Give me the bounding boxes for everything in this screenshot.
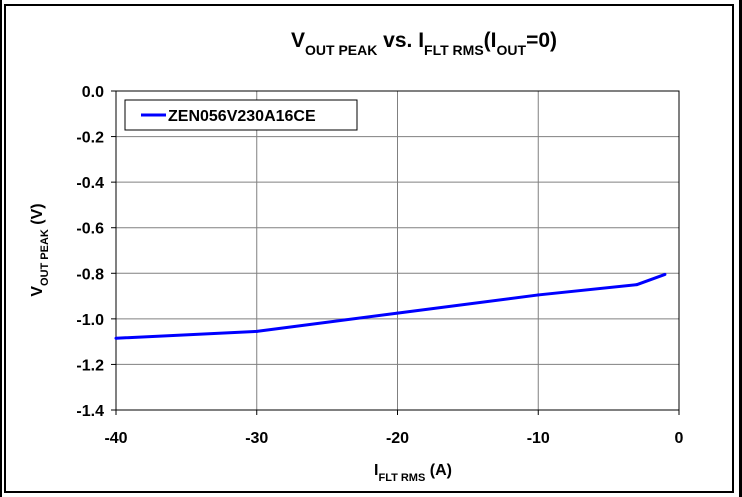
x-axis-label: IFLT RMS (A) xyxy=(374,462,452,484)
data-point xyxy=(255,329,259,333)
series-layer xyxy=(114,272,667,340)
y-tick-label: -1.4 xyxy=(76,403,104,420)
x-tick-label: 0 xyxy=(675,430,684,447)
data-point xyxy=(536,293,540,297)
data-point xyxy=(396,311,399,315)
x-tick-label: -20 xyxy=(386,430,409,447)
chart-frame xyxy=(4,4,734,493)
y-tick-label: -0.8 xyxy=(76,266,104,283)
y-tick-label: -0.2 xyxy=(76,130,104,147)
y-tick-label: -1.0 xyxy=(76,312,104,329)
data-point xyxy=(635,283,639,287)
y-tick-label: 0.0 xyxy=(82,84,104,101)
x-tick-label: -30 xyxy=(245,430,268,447)
data-point xyxy=(114,336,118,340)
x-axis: -40 -30 -20 -10 0 xyxy=(104,410,684,447)
series-line xyxy=(115,273,666,340)
y-axis-label: VOUT PEAK (V) xyxy=(29,203,51,296)
legend-label: ZEN056V230A16CE xyxy=(168,108,316,125)
y-tick-label: -1.2 xyxy=(76,357,104,374)
data-point xyxy=(663,272,667,276)
y-tick-label: -0.4 xyxy=(76,175,104,192)
y-tick-label: -0.6 xyxy=(76,221,104,238)
legend: ZEN056V230A16CE xyxy=(124,99,358,131)
x-tick-label: -10 xyxy=(527,430,550,447)
chart-title: VOUT PEAK vs. IFLT RMS(IOUT=0) xyxy=(291,29,557,58)
grid xyxy=(115,90,680,411)
x-tick-label: -40 xyxy=(104,430,127,447)
y-axis: 0.0 -0.2 -0.4 -0.6 -0.8 -1.0 -1.2 -1.4 xyxy=(76,84,116,420)
